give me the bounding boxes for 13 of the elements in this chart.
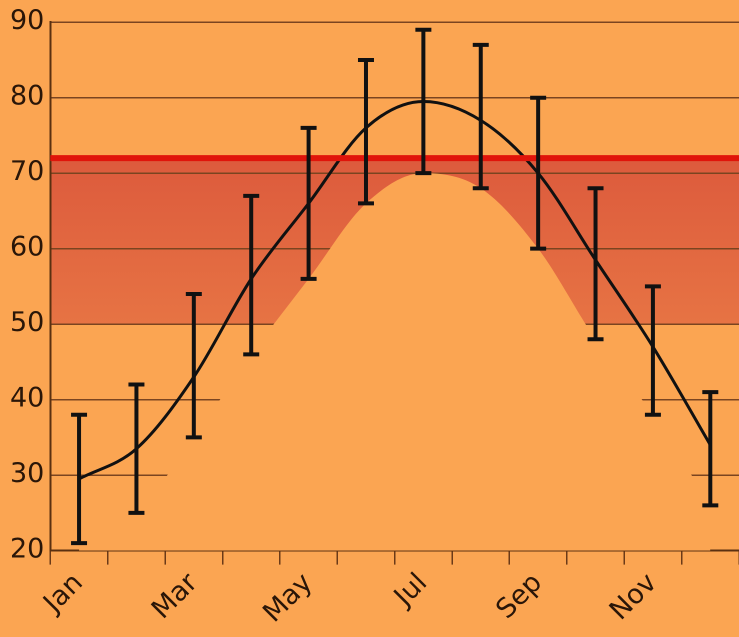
y-tick-label: 90: [10, 5, 44, 36]
y-tick-label: 20: [10, 534, 44, 565]
y-tick-label: 80: [10, 80, 44, 112]
y-tick-label: 60: [10, 232, 44, 263]
x-tick-label: Sep: [490, 567, 548, 625]
y-tick-label: 50: [10, 307, 44, 338]
y-tick-label: 30: [10, 458, 44, 490]
y-tick-label: 40: [10, 382, 44, 414]
x-tick-label: Mar: [146, 566, 204, 626]
x-tick-label: Jan: [36, 567, 89, 620]
x-tick-label: Jul: [386, 567, 434, 614]
y-tick-label: 70: [10, 156, 44, 188]
x-tick-label: Nov: [604, 567, 663, 626]
